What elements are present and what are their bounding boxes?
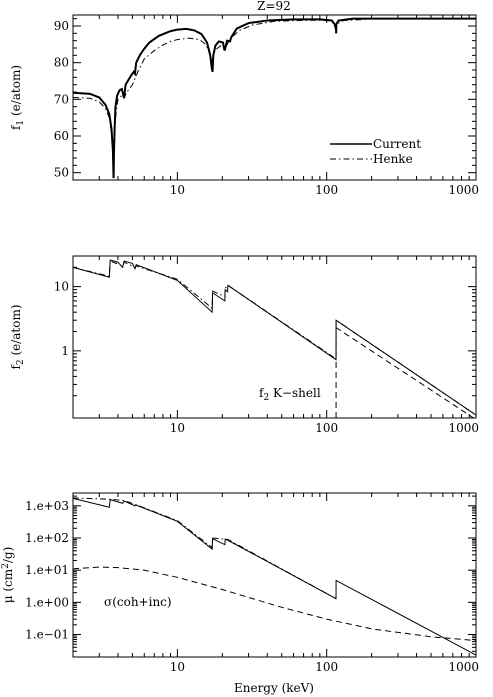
y-tick-label: 70 <box>54 92 69 106</box>
figure-title: Z=92 <box>257 0 291 13</box>
y-tick-label: 90 <box>54 19 69 33</box>
x-tick-label: 1000 <box>448 660 479 674</box>
y-tick-label: 1.e+00 <box>25 595 69 609</box>
series-line-current <box>73 17 476 179</box>
chart-panel-3: 10 100 1000 1.e−01 1.e+00 1.e+01 1.e+02 1.e+03 μ… <box>1 492 479 674</box>
plot-frame <box>72 255 477 419</box>
series-line-solid-0 <box>73 259 476 416</box>
y-tick-label: 60 <box>54 129 69 143</box>
series-line-dash-dot-1 <box>73 497 337 600</box>
y-axis-label: f1 (e/atom) <box>9 65 26 130</box>
series-line-solid-0 <box>73 497 476 656</box>
annotation-k-shell: f2 K−shell <box>259 386 321 403</box>
chart-panel-2: 10 100 1000 1 10 f2 (e/atom) f2 K−shell <box>9 255 479 435</box>
y-axis-label: μ (cm2/g) <box>1 547 15 604</box>
x-tick-label: 100 <box>315 421 338 435</box>
y-axis-label: f2 (e/atom) <box>9 304 26 369</box>
plot-frame <box>72 14 477 181</box>
y-tick-label: 1.e+02 <box>25 531 69 545</box>
x-tick-label: 10 <box>170 421 185 435</box>
plot-frame <box>72 492 477 658</box>
y-tick-label: 10 <box>54 280 69 294</box>
y-tick-label: 50 <box>54 166 69 180</box>
x-tick-label: 1000 <box>448 183 479 197</box>
y-tick-label: 1.e+01 <box>25 563 69 577</box>
y-tick-label: 1.e−01 <box>25 628 69 642</box>
legend-label-henke: Henke <box>373 152 413 166</box>
chart-panel-1: 10 100 1000 50 60 70 80 90 f1 (e/atom) CurrentHen… <box>9 14 479 197</box>
x-tick-label: 10 <box>170 660 185 674</box>
series-line-dash-dot-1 <box>73 260 476 416</box>
x-tick-label: 10 <box>170 183 185 197</box>
y-tick-label: 1 <box>61 344 69 358</box>
y-tick-label: 1.e+03 <box>25 499 69 513</box>
x-tick-label: 100 <box>315 660 338 674</box>
series-line-dashed-2 <box>73 566 476 642</box>
series-line-dashed-2 <box>335 326 475 418</box>
x-tick-label: 1000 <box>448 421 479 435</box>
x-axis-label: Energy (keV) <box>234 681 314 695</box>
series-line-henke <box>73 18 476 170</box>
y-tick-label: 80 <box>54 56 69 70</box>
x-tick-label: 100 <box>315 183 338 197</box>
annotation-coh-inc: σ(coh+inc) <box>104 595 172 609</box>
legend-label-current: Current <box>373 137 421 151</box>
